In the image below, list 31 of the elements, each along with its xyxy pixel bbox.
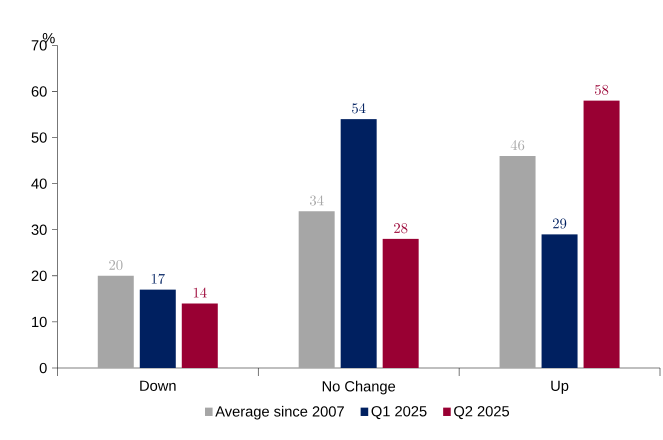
legend-label: Q2 2025 — [454, 406, 510, 420]
y-tick-label: 60 — [32, 86, 47, 97]
data-label: 58 — [594, 84, 608, 95]
bar — [584, 100, 620, 368]
x-tick-label: Up — [551, 380, 568, 394]
y-tick-label: 30 — [32, 224, 47, 235]
bar — [500, 156, 536, 368]
x-tick-label: Down — [140, 380, 176, 391]
bar — [542, 234, 578, 368]
bar — [182, 303, 218, 368]
data-label: 28 — [394, 223, 408, 234]
data-label: 34 — [310, 195, 324, 206]
bar — [340, 119, 377, 368]
bar — [98, 276, 134, 368]
x-tick-label: No Change — [322, 380, 396, 394]
bar — [382, 238, 419, 368]
y-tick-label: 40 — [31, 178, 47, 189]
y-tick-label: 20 — [32, 270, 47, 282]
y-tick-label: 50 — [32, 132, 47, 143]
legend-label: Average since 2007 — [215, 406, 344, 420]
data-label: 46 — [510, 140, 524, 150]
y-tick-label: 0 — [40, 362, 47, 374]
y-tick-label: 10 — [32, 316, 47, 328]
data-label: 17 — [152, 274, 165, 284]
data-label: 54 — [352, 103, 366, 114]
data-label: 14 — [194, 288, 207, 298]
bar — [140, 290, 176, 368]
legend-label: Q1 2025 — [372, 406, 426, 420]
bar — [298, 211, 335, 368]
data-label: 29 — [552, 218, 566, 229]
data-label: 20 — [109, 260, 122, 270]
